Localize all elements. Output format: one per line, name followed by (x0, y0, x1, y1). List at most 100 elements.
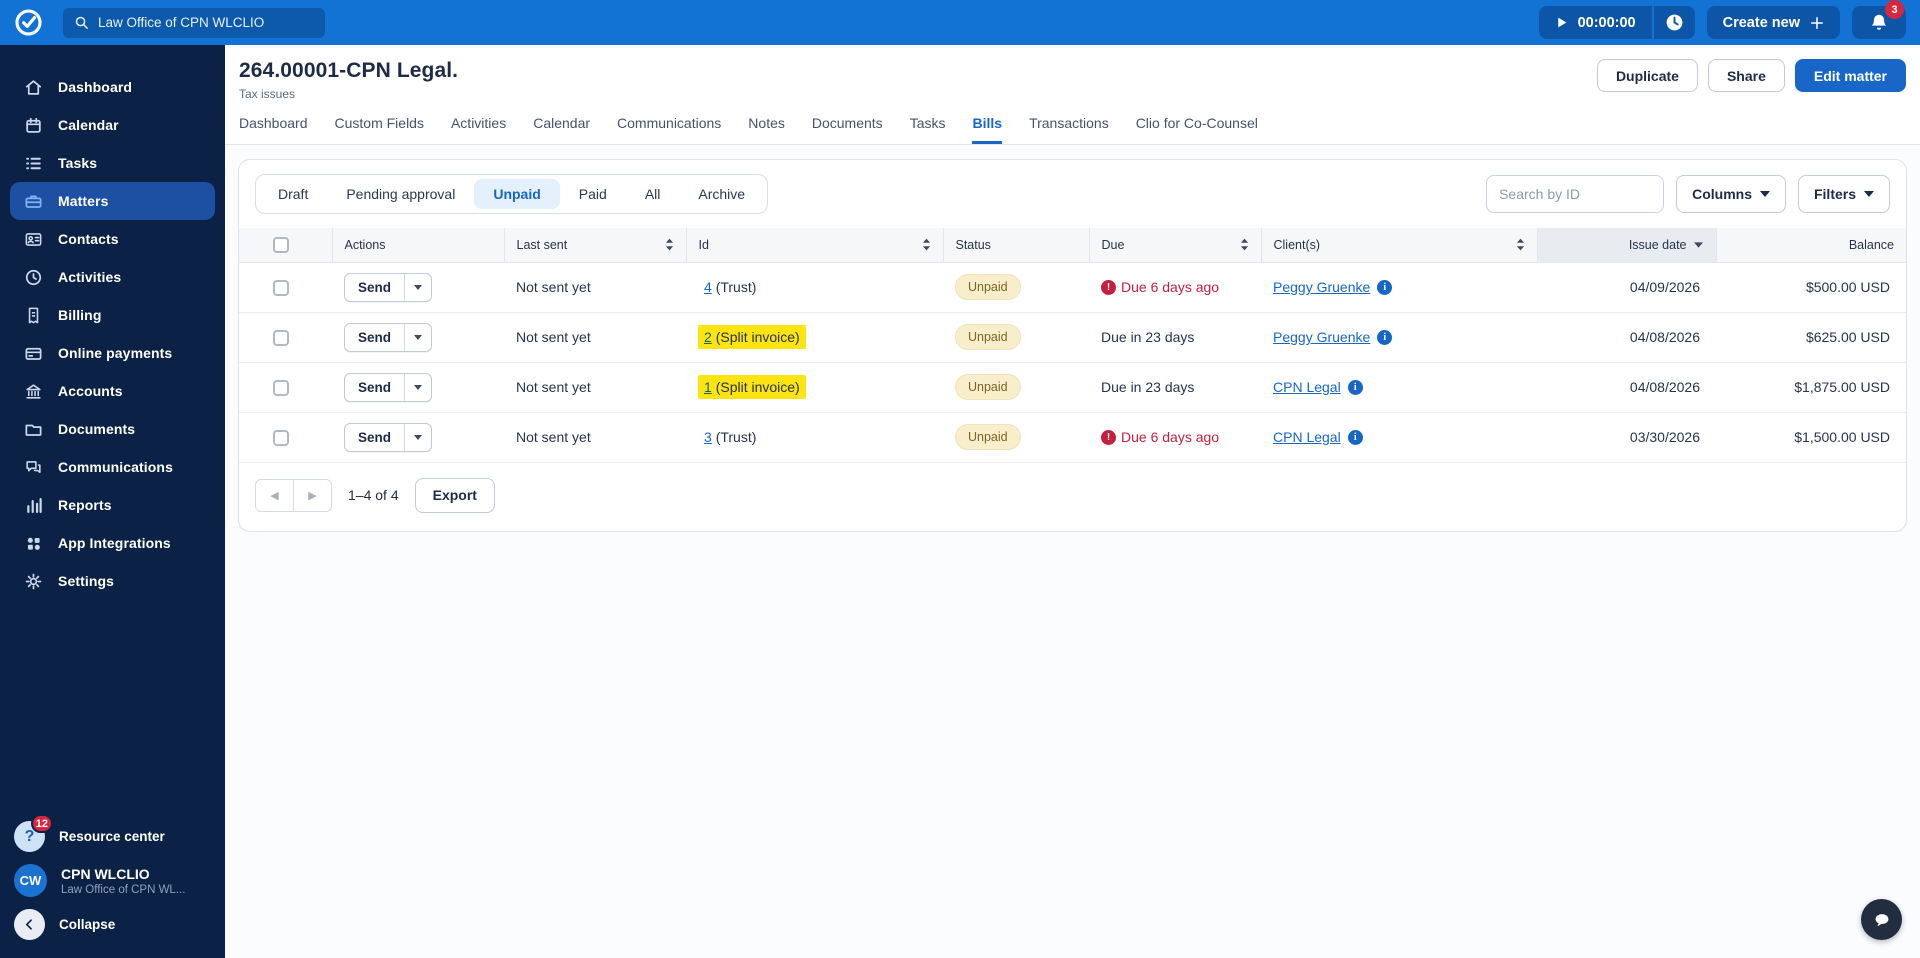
bill-filter-all[interactable]: All (644, 186, 661, 202)
table-row: Send Not sent yet 3 (Trust) Unpaid ! Due … (239, 412, 1906, 463)
send-split-button[interactable]: Send (344, 272, 433, 302)
sidebar-item-label: Online payments (58, 345, 173, 361)
tab-communications[interactable]: Communications (617, 115, 722, 131)
global-search-input[interactable]: Law Office of CPN WLCLIO (63, 7, 325, 38)
tab-tasks[interactable]: Tasks (909, 115, 946, 131)
tab-clio-for-co-counsel[interactable]: Clio for Co-Counsel (1135, 115, 1258, 131)
bill-id-link[interactable]: 2 (704, 329, 712, 345)
send-split-button[interactable]: Send (344, 322, 433, 352)
client-link[interactable]: Peggy Gruenke (1273, 329, 1371, 345)
tab-dashboard[interactable]: Dashboard (239, 115, 308, 131)
clio-logo-icon[interactable] (14, 8, 43, 37)
send-dropdown-toggle[interactable] (404, 273, 431, 301)
previous-page-button[interactable]: ◀ (255, 478, 294, 512)
share-button[interactable]: Share (1707, 59, 1785, 92)
bill-filter-archive[interactable]: Archive (698, 186, 746, 202)
sidebar-item-reports[interactable]: Reports (10, 486, 215, 524)
row-select-cell (239, 412, 332, 463)
bill-filter-paid[interactable]: Paid (578, 186, 607, 202)
sidebar-item-settings[interactable]: Settings (10, 562, 215, 600)
sidebar-item-dashboard[interactable]: Dashboard (10, 68, 215, 106)
table-row: Send Not sent yet 2 (Split invoice) Unpa… (239, 312, 1906, 363)
balance-cell: $1,875.00 USD (1716, 362, 1906, 413)
client-link[interactable]: CPN Legal (1273, 429, 1341, 445)
create-new-button[interactable]: Create new (1706, 6, 1840, 39)
bill-filter-draft[interactable]: Draft (278, 186, 309, 202)
sidebar-item-label: Billing (58, 307, 102, 323)
tab-bills[interactable]: Bills (972, 115, 1003, 144)
tab-transactions[interactable]: Transactions (1029, 115, 1109, 131)
sidebar-item-app-integrations[interactable]: App Integrations (10, 524, 215, 562)
apps-icon (24, 534, 43, 553)
column-header-client-s[interactable]: Client(s) (1261, 228, 1538, 263)
issue-date-cell: 04/08/2026 (1537, 312, 1716, 363)
bill-filter-pending-approval[interactable]: Pending approval (346, 186, 456, 202)
column-header-due[interactable]: Due (1089, 228, 1262, 263)
client-link[interactable]: CPN Legal (1273, 379, 1341, 395)
edit-matter-button[interactable]: Edit matter (1794, 59, 1906, 92)
timer-button[interactable]: 00:00:00 (1538, 6, 1652, 39)
filters-dropdown-button[interactable]: Filters (1797, 175, 1890, 213)
bills-table: Actions Last sent Id Status Due Client(s… (239, 228, 1906, 463)
info-icon[interactable]: i (1347, 379, 1363, 395)
column-header-label: Balance (1848, 237, 1894, 252)
row-checkbox[interactable] (273, 429, 289, 446)
tab-documents[interactable]: Documents (811, 115, 883, 131)
info-icon[interactable]: i (1377, 279, 1393, 295)
actions-cell: Send (332, 312, 504, 363)
tab-notes[interactable]: Notes (748, 115, 785, 131)
row-checkbox[interactable] (273, 329, 289, 346)
page-subtitle: Tax issues (239, 87, 296, 101)
sidebar-item-activities[interactable]: Activities (10, 258, 215, 296)
timer-clock-button[interactable] (1653, 6, 1695, 39)
sidebar-item-billing[interactable]: Billing (10, 296, 215, 334)
sidebar-item-matters[interactable]: Matters (10, 182, 215, 220)
columns-dropdown-button[interactable]: Columns (1676, 175, 1786, 213)
column-header-status[interactable]: Status (943, 228, 1090, 263)
notifications-button[interactable]: 3 (1852, 0, 1906, 39)
search-by-id-input[interactable] (1486, 175, 1665, 213)
export-button[interactable]: Export (414, 477, 495, 513)
send-dropdown-toggle[interactable] (404, 323, 431, 351)
sidebar-item-calendar[interactable]: Calendar (10, 106, 215, 144)
column-header-id[interactable]: Id (686, 228, 944, 263)
bill-id-link[interactable]: 3 (704, 429, 712, 445)
column-header-last-sent[interactable]: Last sent (504, 228, 687, 263)
sidebar-item-label: Contacts (58, 231, 119, 247)
chevron-down-icon (414, 284, 423, 290)
sidebar-item-documents[interactable]: Documents (10, 410, 215, 448)
next-page-button[interactable]: ▶ (293, 478, 332, 512)
collapse-sidebar-button[interactable]: Collapse (10, 903, 215, 946)
row-checkbox[interactable] (273, 379, 289, 396)
sidebar-item-online-payments[interactable]: Online payments (10, 334, 215, 372)
send-split-button[interactable]: Send (344, 422, 433, 452)
client-link[interactable]: Peggy Gruenke (1273, 279, 1371, 295)
column-header-balance[interactable]: Balance (1716, 228, 1906, 263)
column-header-issue-date[interactable]: Issue date (1537, 228, 1717, 263)
tab-activities[interactable]: Activities (450, 115, 507, 131)
column-header-actions[interactable]: Actions (332, 228, 505, 263)
bill-filter-unpaid[interactable]: Unpaid (474, 179, 560, 209)
bill-status-filter: Draft Pending approval Unpaid Paid All A… (255, 174, 769, 214)
send-split-button[interactable]: Send (344, 372, 433, 402)
send-dropdown-toggle[interactable] (404, 423, 431, 451)
row-checkbox[interactable] (273, 279, 289, 296)
user-menu[interactable]: CW CPN WLCLIO Law Office of CPN WL... (10, 858, 215, 903)
chat-widget-button[interactable] (1861, 899, 1902, 940)
chat-icon (24, 458, 43, 477)
sidebar-item-contacts[interactable]: Contacts (10, 220, 215, 258)
sidebar-item-communications[interactable]: Communications (10, 448, 215, 486)
send-dropdown-toggle[interactable] (404, 373, 431, 401)
sidebar-item-accounts[interactable]: Accounts (10, 372, 215, 410)
duplicate-button[interactable]: Duplicate (1596, 59, 1698, 92)
resource-center[interactable]: ? 12 Resource center (10, 814, 215, 858)
tab-calendar[interactable]: Calendar (533, 115, 591, 131)
info-icon[interactable]: i (1347, 429, 1363, 445)
select-all-checkbox[interactable] (273, 236, 289, 253)
tab-custom-fields[interactable]: Custom Fields (334, 115, 424, 131)
arrow-left-icon: ◀ (270, 489, 279, 502)
info-icon[interactable]: i (1377, 329, 1393, 345)
bill-id-link[interactable]: 4 (704, 279, 712, 295)
sidebar-item-tasks[interactable]: Tasks (10, 144, 215, 182)
bill-id-link[interactable]: 1 (704, 379, 712, 395)
